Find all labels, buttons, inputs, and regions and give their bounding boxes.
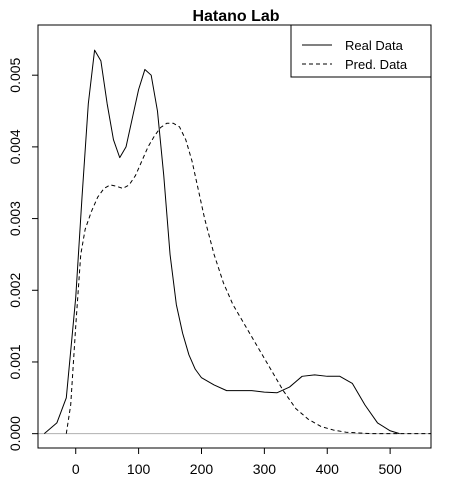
x-tick-label: 500 — [378, 461, 402, 477]
y-axis: 0.000 0.001 0.002 0.003 0.004 0.005 — [7, 57, 38, 451]
x-tick-label: 400 — [316, 461, 340, 477]
y-tick-label: 0.005 — [7, 57, 23, 92]
x-tick-label: 100 — [127, 461, 151, 477]
series-line-real-data — [43, 49, 400, 435]
y-tick-label: 0.002 — [7, 273, 23, 308]
plot-frame — [37, 24, 432, 449]
legend-label-pred-data: Pred. Data — [345, 57, 408, 72]
chart-title: Hatano Lab — [192, 8, 279, 25]
x-tick-label: 0 — [72, 461, 80, 477]
legend-box — [290, 24, 432, 78]
x-tick-label: 200 — [190, 461, 214, 477]
legend: Real Data Pred. Data — [290, 24, 432, 78]
legend-label-real-data: Real Data — [345, 38, 404, 53]
y-tick-label: 0.000 — [7, 416, 23, 451]
series-layer — [43, 49, 431, 435]
series-line-pred-data — [65, 122, 431, 435]
y-tick-label: 0.001 — [7, 344, 23, 379]
x-tick-label: 300 — [253, 461, 277, 477]
y-tick-label: 0.004 — [7, 129, 23, 164]
y-tick-label: 0.003 — [7, 201, 23, 236]
x-axis: 0 100 200 300 400 500 — [72, 448, 402, 477]
